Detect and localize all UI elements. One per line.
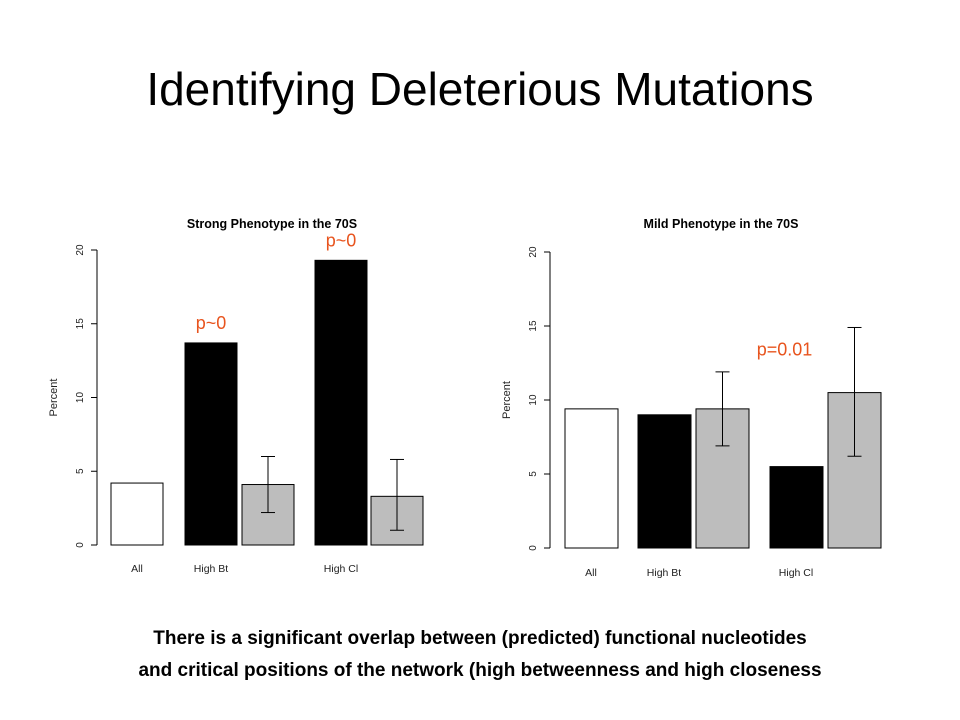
y-axis-label: Percent: [501, 381, 513, 419]
y-tick-label: 15: [528, 320, 539, 332]
category-label: All: [131, 563, 143, 575]
y-tick-label: 15: [75, 318, 86, 330]
category-label: High Cl: [324, 563, 358, 575]
chart-title: Mild Phenotype in the 70S: [644, 217, 799, 231]
slide-title: Identifying Deleterious Mutations: [146, 63, 814, 115]
caption-line-1: There is a significant overlap between (…: [153, 628, 807, 649]
caption-line-2: and critical positions of the network (h…: [138, 660, 822, 681]
y-tick-label: 0: [75, 542, 86, 548]
category-label: High Cl: [779, 567, 813, 579]
bar-black: [769, 466, 824, 549]
y-tick-label: 0: [528, 545, 539, 551]
y-tick-label: 10: [528, 394, 539, 406]
p-value-annotation: p~0: [196, 313, 227, 333]
bar-black: [637, 414, 692, 549]
bar-black: [314, 259, 368, 546]
y-tick-label: 20: [75, 244, 86, 256]
y-tick-label: 5: [528, 471, 539, 477]
bar-white: [564, 408, 619, 549]
p-value-annotation: p=0.01: [757, 339, 813, 359]
bar-black: [184, 342, 238, 546]
category-label: High Bt: [194, 563, 229, 575]
y-tick-label: 10: [75, 392, 86, 404]
category-label: All: [585, 567, 597, 579]
category-label: High Bt: [647, 567, 682, 579]
p-value-annotation: p~0: [326, 230, 357, 250]
chart-title: Strong Phenotype in the 70S: [187, 217, 357, 231]
bar-white: [110, 482, 164, 546]
y-axis-label: Percent: [48, 379, 60, 417]
chart-mild-phenotype: Mild Phenotype in the 70S 0 5 10 15 20 Percent…: [501, 217, 882, 579]
chart-strong-phenotype: Strong Phenotype in the 70S 0 5 10 15 20 Perce…: [48, 217, 424, 575]
y-tick-label: 20: [528, 246, 539, 258]
y-tick-label: 5: [75, 468, 86, 474]
